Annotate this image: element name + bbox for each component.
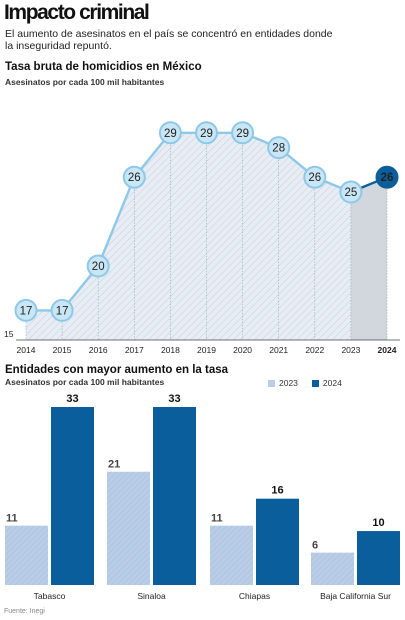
- x-tick-2015: 2015: [53, 345, 72, 355]
- bar-label-2023-0: 11: [6, 513, 18, 525]
- bar-2023-1: [107, 471, 150, 585]
- bar-2024-1: [153, 407, 196, 585]
- bar-2024-2: [256, 498, 299, 585]
- bar-2024-0: [51, 407, 94, 585]
- data-label-2019: 29: [200, 128, 213, 140]
- data-label-2024: 26: [381, 172, 394, 184]
- x-tick-2024: 2024: [378, 345, 397, 355]
- highlight-area: [350, 177, 387, 340]
- bar-label-2023-1: 21: [108, 459, 120, 471]
- area-fill: [26, 132, 387, 340]
- data-label-2014: 17: [20, 305, 33, 317]
- bar-label-2023-2: 11: [211, 513, 223, 525]
- data-label-2016: 20: [92, 261, 105, 273]
- x-tick-2016: 2016: [89, 345, 108, 355]
- x-tick-2017: 2017: [125, 345, 144, 355]
- legend-label-2023: 2023: [279, 378, 298, 388]
- data-label-2018: 29: [164, 128, 177, 140]
- legend-swatch-2024: [311, 379, 319, 387]
- data-point-2014: [14, 298, 38, 322]
- data-label-2022: 26: [308, 172, 321, 184]
- data-point-2022: [303, 165, 327, 189]
- category-label-0: Tabasco: [34, 591, 66, 601]
- category-label-2: Chiapas: [239, 591, 270, 601]
- bar-2023-2: [210, 525, 253, 585]
- line-chart-title: Tasa bruta de homicidios en México: [5, 61, 202, 73]
- x-tick-2018: 2018: [161, 345, 180, 355]
- bar-2023-0: [5, 525, 48, 585]
- line-chart-subtitle: Asesinatos por cada 100 mil habitantes: [5, 77, 165, 87]
- source-note: Fuente: Inegi: [4, 608, 45, 615]
- x-tick-2022: 2022: [305, 345, 324, 355]
- data-point-2020: [231, 121, 255, 145]
- data-point-2021: [267, 136, 291, 160]
- series-line: [26, 131, 352, 312]
- x-tick-2020: 2020: [233, 345, 252, 355]
- category-label-3: Baja California Sur: [320, 591, 391, 601]
- page-title: Impacto criminal: [4, 1, 150, 24]
- bar-label-2024-2: 16: [271, 485, 283, 497]
- data-label-2017: 26: [128, 172, 141, 184]
- bar-chart-subtitle: Asesinatos por cada 100 mil habitantes: [5, 377, 165, 387]
- bar-label-2023-3: 6: [312, 540, 318, 552]
- bar-2023-3: [311, 552, 354, 585]
- data-point-2019: [195, 121, 218, 145]
- data-point-2024: [375, 165, 399, 189]
- data-point-2017: [122, 165, 146, 189]
- bar-label-2024-0: 33: [66, 393, 78, 405]
- x-tick-2014: 2014: [17, 345, 36, 355]
- data-point-2018: [158, 121, 182, 145]
- data-label-2020: 29: [236, 128, 249, 140]
- bar-2024-3: [357, 531, 400, 585]
- homicide-rate-area-chart: 15 17 17 20 26 29 29 29 28 26 25 26 2014 2015 2016 2017…: [4, 121, 400, 355]
- x-tick-2023: 2023: [341, 345, 360, 355]
- x-tick-2021: 2021: [269, 345, 288, 355]
- data-point-2023: [339, 180, 363, 204]
- bar-label-2024-1: 33: [168, 393, 180, 405]
- data-point-2015: [50, 298, 74, 322]
- data-label-2015: 17: [56, 305, 69, 317]
- data-label-2021: 28: [272, 143, 285, 155]
- data-label-2023: 25: [345, 187, 358, 199]
- bar-chart-title: Entidades con mayor aumento en la tasa: [5, 364, 229, 376]
- category-label-1: Sinaloa: [137, 591, 166, 601]
- page-subtitle: El aumento de asesinatos en el país se c…: [5, 28, 333, 52]
- bar-chart-legend: 2023 2024: [268, 378, 342, 388]
- legend-swatch-2023: [268, 379, 275, 387]
- legend-label-2024: 2024: [322, 378, 342, 388]
- bar-label-2024-3: 10: [372, 517, 384, 529]
- x-tick-2019: 2019: [197, 345, 216, 355]
- y-min-label: 15: [4, 329, 14, 339]
- data-point-2016: [86, 254, 110, 278]
